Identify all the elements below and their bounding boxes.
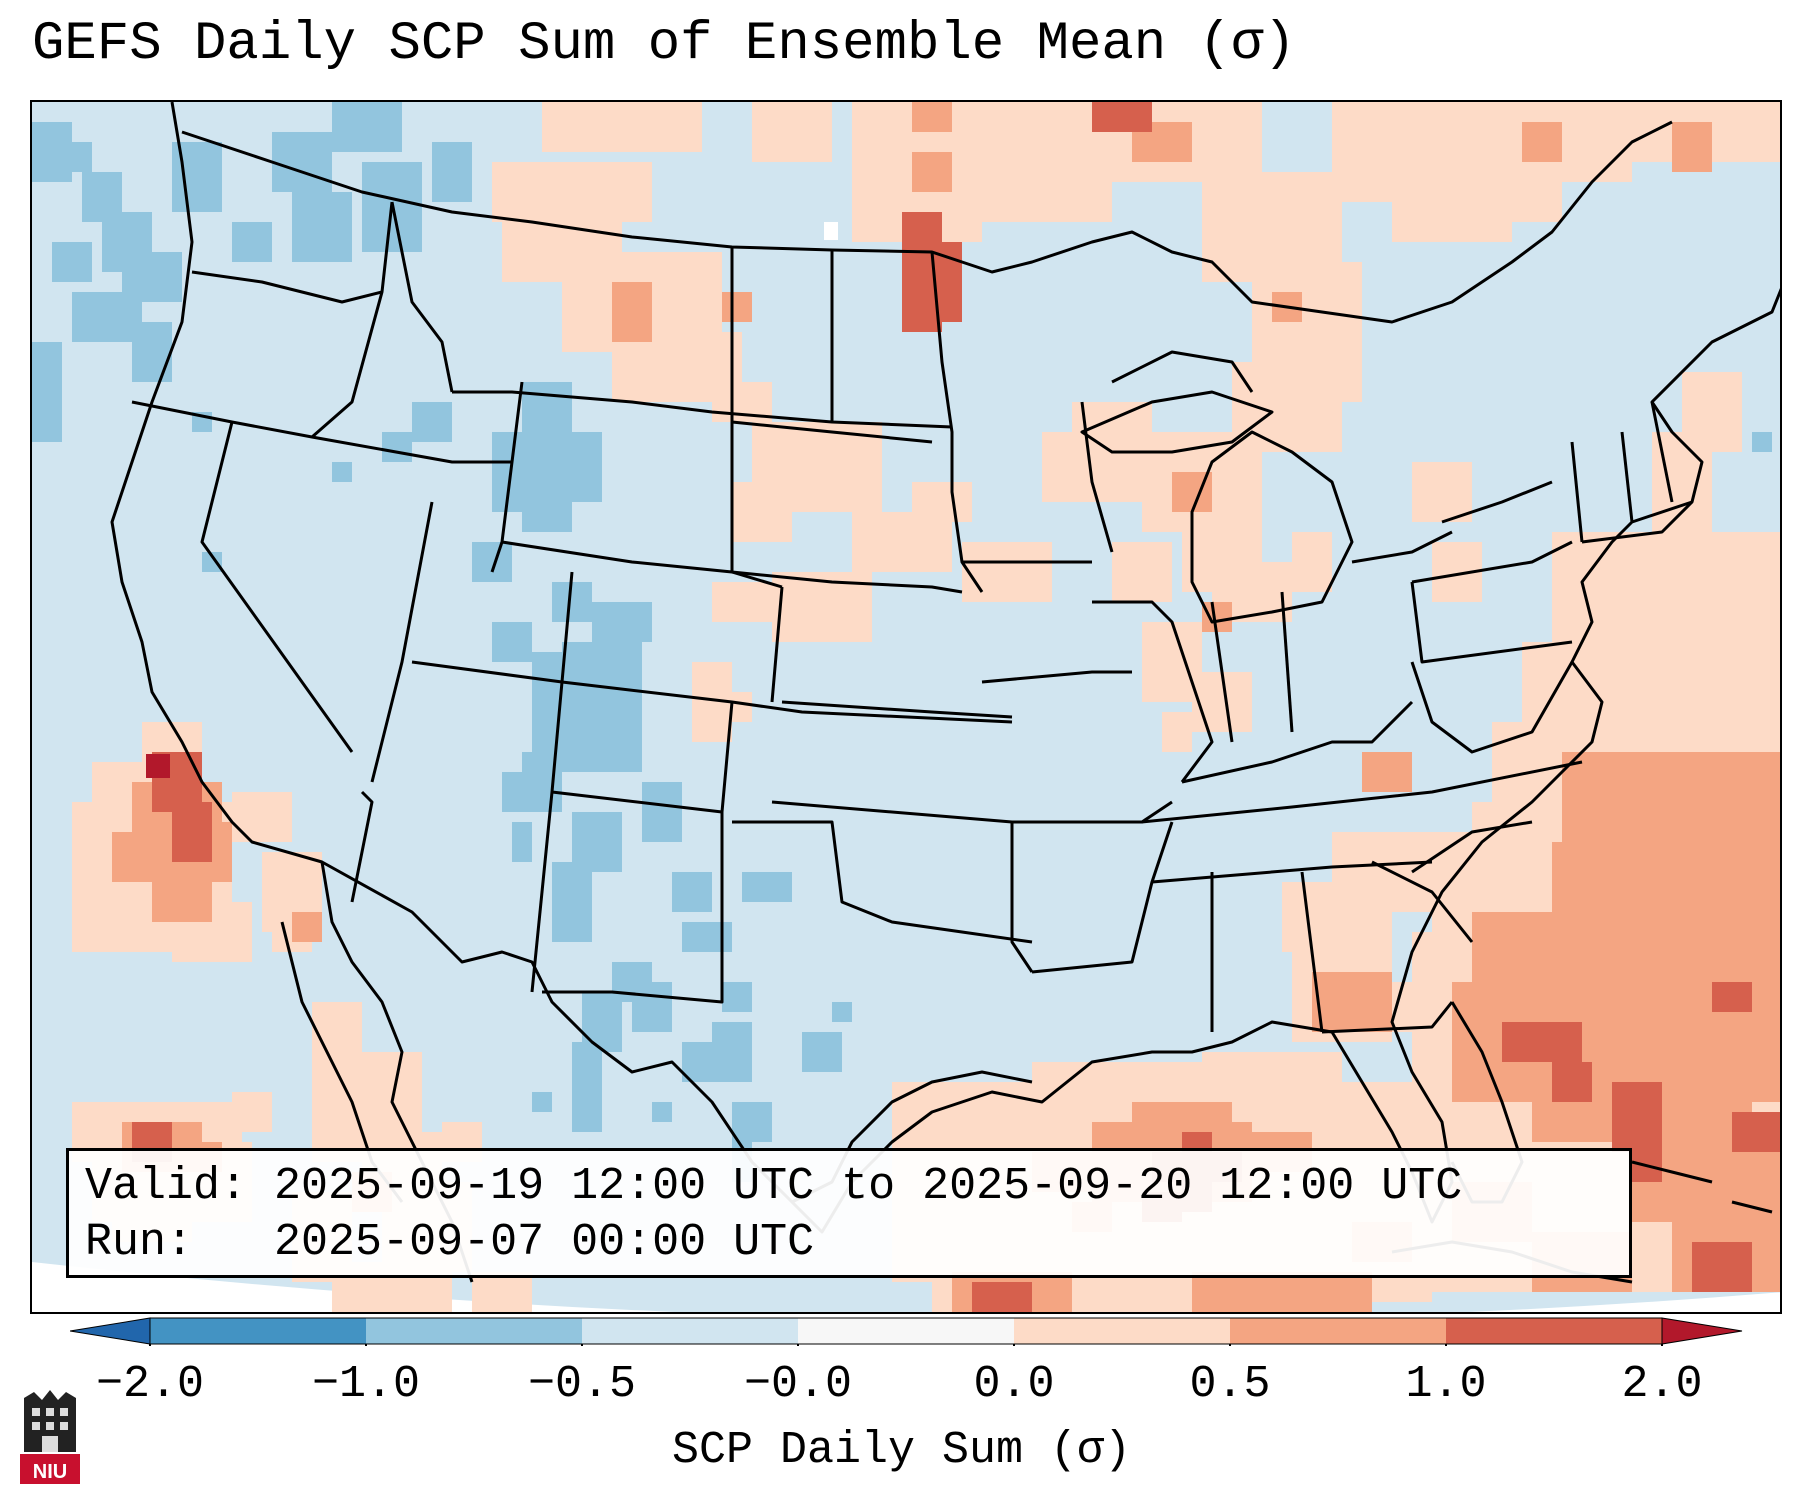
valid-run-info-box: Valid: 2025-09-19 12:00 UTC to 2025-09-2… [66, 1148, 1632, 1278]
valid-line: Valid: 2025-09-19 12:00 UTC to 2025-09-2… [85, 1159, 1613, 1215]
map-panel [30, 100, 1782, 1314]
run-line: Run: 2025-09-07 00:00 UTC [85, 1215, 1613, 1271]
run-value: 2025-09-07 00:00 UTC [274, 1217, 815, 1268]
deep-red-anomaly-regions [146, 754, 170, 778]
colorbar-bin-4 [798, 1318, 1014, 1344]
valid-value: 2025-09-19 12:00 UTC to 2025-09-20 12:00… [274, 1161, 1463, 1212]
niu-logo: NIU [20, 1390, 80, 1484]
colorbar-extend-high [1661, 1317, 1743, 1345]
colorbar-tick-label: 2.0 [1621, 1359, 1703, 1410]
colorbar-tick-label: −0.0 [743, 1359, 853, 1410]
colorbar-tick-label: −0.5 [527, 1359, 637, 1410]
colorbar-tick-label: 0.5 [1189, 1359, 1271, 1410]
colorbar-bin-3 [582, 1318, 798, 1344]
valid-label: Valid: [85, 1161, 248, 1212]
white-cell [824, 222, 838, 240]
colorbar-tick-label: 0.0 [973, 1359, 1055, 1410]
colorbar-bin-6 [1230, 1318, 1446, 1344]
colorbar-extend-low [70, 1317, 151, 1345]
scp-map [32, 102, 1780, 1312]
chart-title: GEFS Daily SCP Sum of Ensemble Mean (σ) [32, 14, 1296, 75]
colorbar-tick-label: 1.0 [1405, 1359, 1487, 1410]
colorbar-bin-1 [150, 1318, 366, 1344]
colorbar-bin-5 [1014, 1318, 1230, 1344]
colorbar-bin-2 [366, 1318, 582, 1344]
colorbar-tick-label: −1.0 [311, 1359, 421, 1410]
colorbar-bin-7 [1446, 1318, 1662, 1344]
colorbar-label: SCP Daily Sum (σ) [671, 1425, 1132, 1476]
logo-text: NIU [33, 1461, 67, 1483]
colorbar [70, 1317, 1743, 1346]
colorbar-tick-label: −2.0 [95, 1359, 205, 1410]
run-label: Run: [85, 1217, 194, 1268]
